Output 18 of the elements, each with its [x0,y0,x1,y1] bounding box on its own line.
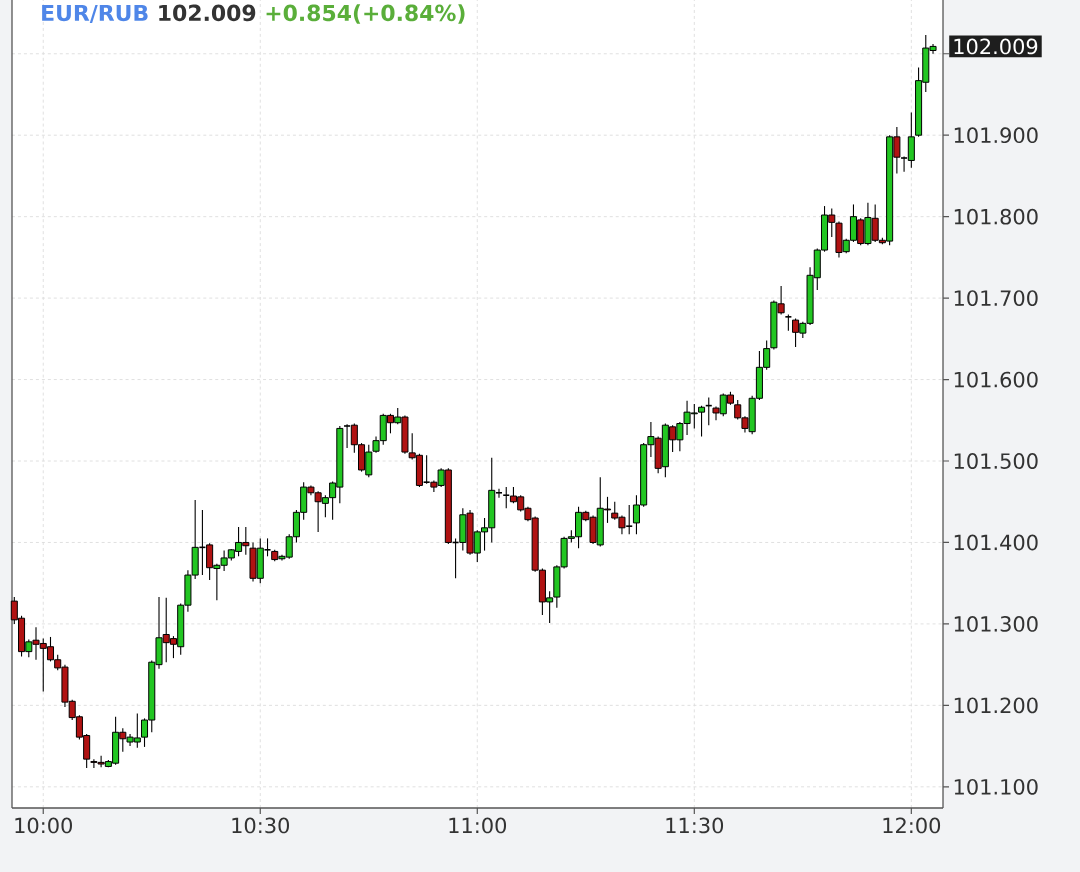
y-tick-label: 101.900 [954,127,1038,144]
chart-title: EUR/RUB [42,4,148,23]
x-tick-label: 12:00 [883,817,941,834]
x-tick-label: 11:30 [666,817,724,834]
annotation: +0.854(+0.84%) [266,4,465,24]
y-tick-label: 101.700 [954,290,1038,307]
y-tick-label: 101.400 [954,534,1038,551]
x-tick-label: 10:30 [232,817,290,834]
x-tick-label: 11:00 [449,817,507,834]
x-tick-label: 10:00 [15,817,72,834]
y-tick-label: 101.100 [954,778,1038,795]
chart-subtitle: 102.009 [159,4,256,22]
y-tick-label: 101.500 [954,453,1038,469]
y-tick-label: 101.300 [954,616,1038,632]
text: 102.009 [954,38,1038,55]
y-tick-label: 101.800 [954,208,1038,225]
y-tick-label: 101.600 [954,371,1038,388]
y-tick-label: 101.200 [954,697,1038,714]
